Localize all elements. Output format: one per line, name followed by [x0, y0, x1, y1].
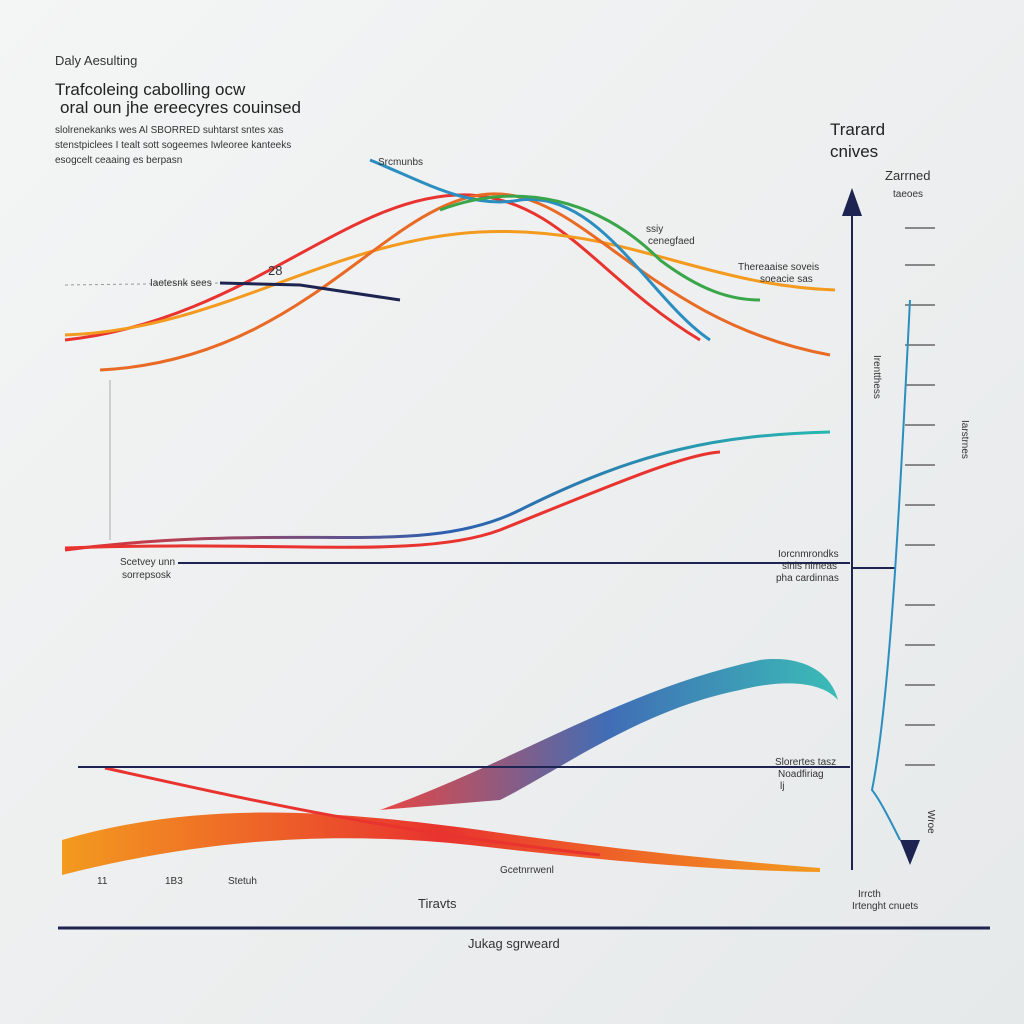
curve: [64, 229, 836, 337]
curve: [64, 430, 831, 552]
side-title: cnives: [830, 142, 878, 161]
curve: [104, 766, 601, 857]
body-text: stenstpiclees I tealt sott sogeemes Iwle…: [55, 140, 291, 151]
label: Scetvey unn: [120, 557, 175, 568]
label: pha cardinnas: [776, 573, 839, 584]
label: Thereaaise soveis: [738, 262, 819, 273]
label: soeacie sas: [760, 274, 813, 285]
curve: [439, 194, 761, 302]
label: Noadfiriag: [778, 769, 824, 780]
tick-label: Stetuh: [228, 876, 257, 887]
curve: [64, 450, 721, 550]
ribbons-bottom: [58, 659, 990, 930]
vertical-label: Wroe: [925, 810, 936, 834]
subtitle: Trafcoleing cabolling ocw: [55, 80, 246, 99]
body-text: esogcelt ceaaing es berpasn: [55, 155, 182, 166]
label: Iorcnmrondks: [778, 549, 839, 560]
curve: [99, 192, 831, 372]
label: Srcmunbs: [378, 157, 423, 168]
label: Irtenght cnuets: [852, 901, 918, 912]
curves-mid: [64, 430, 850, 564]
arrow: [900, 840, 920, 865]
label: Slorertes tasz: [775, 757, 836, 768]
side-note: taeoes: [893, 189, 923, 200]
label: ssiy: [646, 224, 663, 235]
tick-label: 1B3: [165, 876, 183, 887]
curves-top: [64, 158, 836, 540]
curve: [870, 299, 911, 841]
label: cenegfaed: [648, 236, 695, 247]
body-text: slolrenekanks wes Al SBORRED suhtarst sn…: [55, 125, 283, 136]
arrow: [842, 188, 862, 216]
label: sorrepsosk: [122, 570, 172, 581]
ribbon: [62, 812, 820, 875]
label: sinis nimeas: [782, 561, 837, 572]
vertical-label: Iarstrnes: [959, 420, 970, 459]
ticks: [905, 227, 935, 766]
vertical-axis: [842, 188, 935, 870]
label: Gcetnrrwenl: [500, 865, 554, 876]
x-axis-label: Tiravts: [418, 896, 457, 911]
vertical-label: Irentthess: [871, 355, 882, 399]
label: Iaetesnk sees: [150, 278, 212, 289]
side-title: Trarard: [830, 120, 885, 139]
side-subtitle: Zarrned: [885, 168, 931, 183]
subtitle: oral oun jhe ereecyres couinsed: [60, 98, 301, 117]
curve: [369, 158, 711, 342]
footer: Jukag sgrweard: [468, 936, 560, 951]
label: lj: [780, 781, 784, 792]
curve: [219, 281, 401, 302]
label: Irrcth: [858, 889, 881, 900]
leader: [64, 282, 221, 286]
ribbon: [380, 659, 838, 810]
label: 28: [268, 263, 282, 278]
tick-label: 11: [97, 876, 108, 887]
title: Daly Aesulting: [55, 53, 137, 68]
